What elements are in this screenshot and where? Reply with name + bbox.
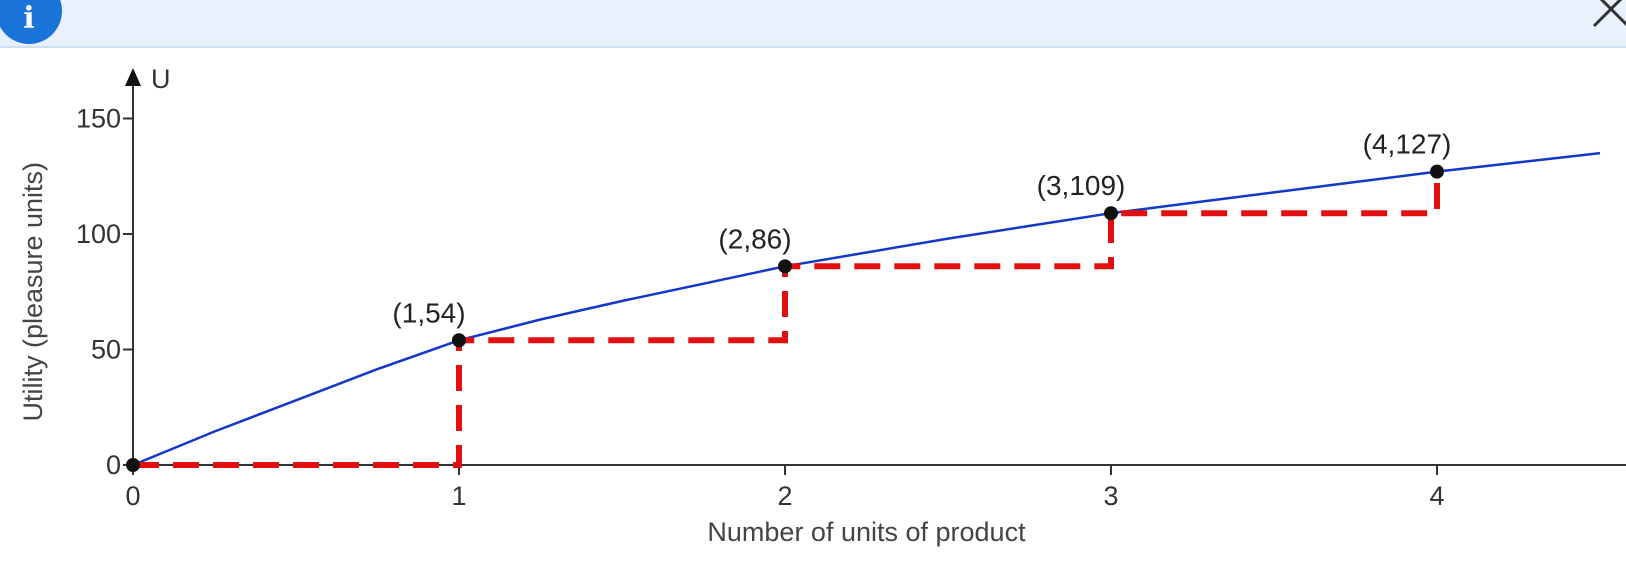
x-tick-label: 4	[1429, 481, 1444, 511]
utility-chart: 0 50 100 150 0 1 2 3 4 (1,54) (2,86) (3,109) (4,127…	[0, 48, 1626, 561]
info-banner: i	[0, 0, 1626, 48]
point-label: (1,54)	[392, 297, 465, 328]
utility-curve	[132, 151, 1601, 467]
x-tick-label: 1	[451, 481, 466, 511]
close-icon[interactable]	[1588, 0, 1626, 28]
series-layer	[132, 151, 1601, 468]
data-point	[1104, 206, 1118, 221]
data-point	[452, 333, 466, 348]
x-tick-label: 0	[125, 481, 140, 511]
info-icon: i	[0, 0, 62, 44]
y-axis-title: Utility (pleasure units)	[18, 162, 48, 422]
point-label: (3,109)	[1037, 170, 1126, 201]
points-layer: (1,54) (2,86) (3,109) (4,127)	[126, 129, 1451, 472]
y-tick-label: 150	[76, 104, 121, 134]
y-axis-symbol: U	[151, 64, 171, 94]
y-tick-label: 50	[91, 335, 121, 365]
axes: 0 50 100 150 0 1 2 3 4	[76, 68, 1626, 511]
info-glyph: i	[23, 1, 35, 36]
y-axis-arrow	[125, 68, 141, 86]
x-tick-label: 2	[777, 481, 792, 511]
point-label: (4,127)	[1363, 129, 1452, 160]
x-tick-label: 3	[1103, 481, 1118, 511]
data-point	[778, 259, 792, 274]
point-label: (2,86)	[718, 223, 791, 254]
chart-svg: 0 50 100 150 0 1 2 3 4 (1,54) (2,86) (3,109) (4,127…	[18, 64, 1626, 547]
data-point	[126, 458, 140, 472]
y-tick-label: 0	[106, 450, 121, 480]
marginal-utility-steps	[133, 171, 1440, 468]
y-tick-label: 100	[76, 219, 121, 249]
x-axis-title: Number of units of product	[707, 517, 1026, 547]
data-point	[1430, 164, 1444, 179]
